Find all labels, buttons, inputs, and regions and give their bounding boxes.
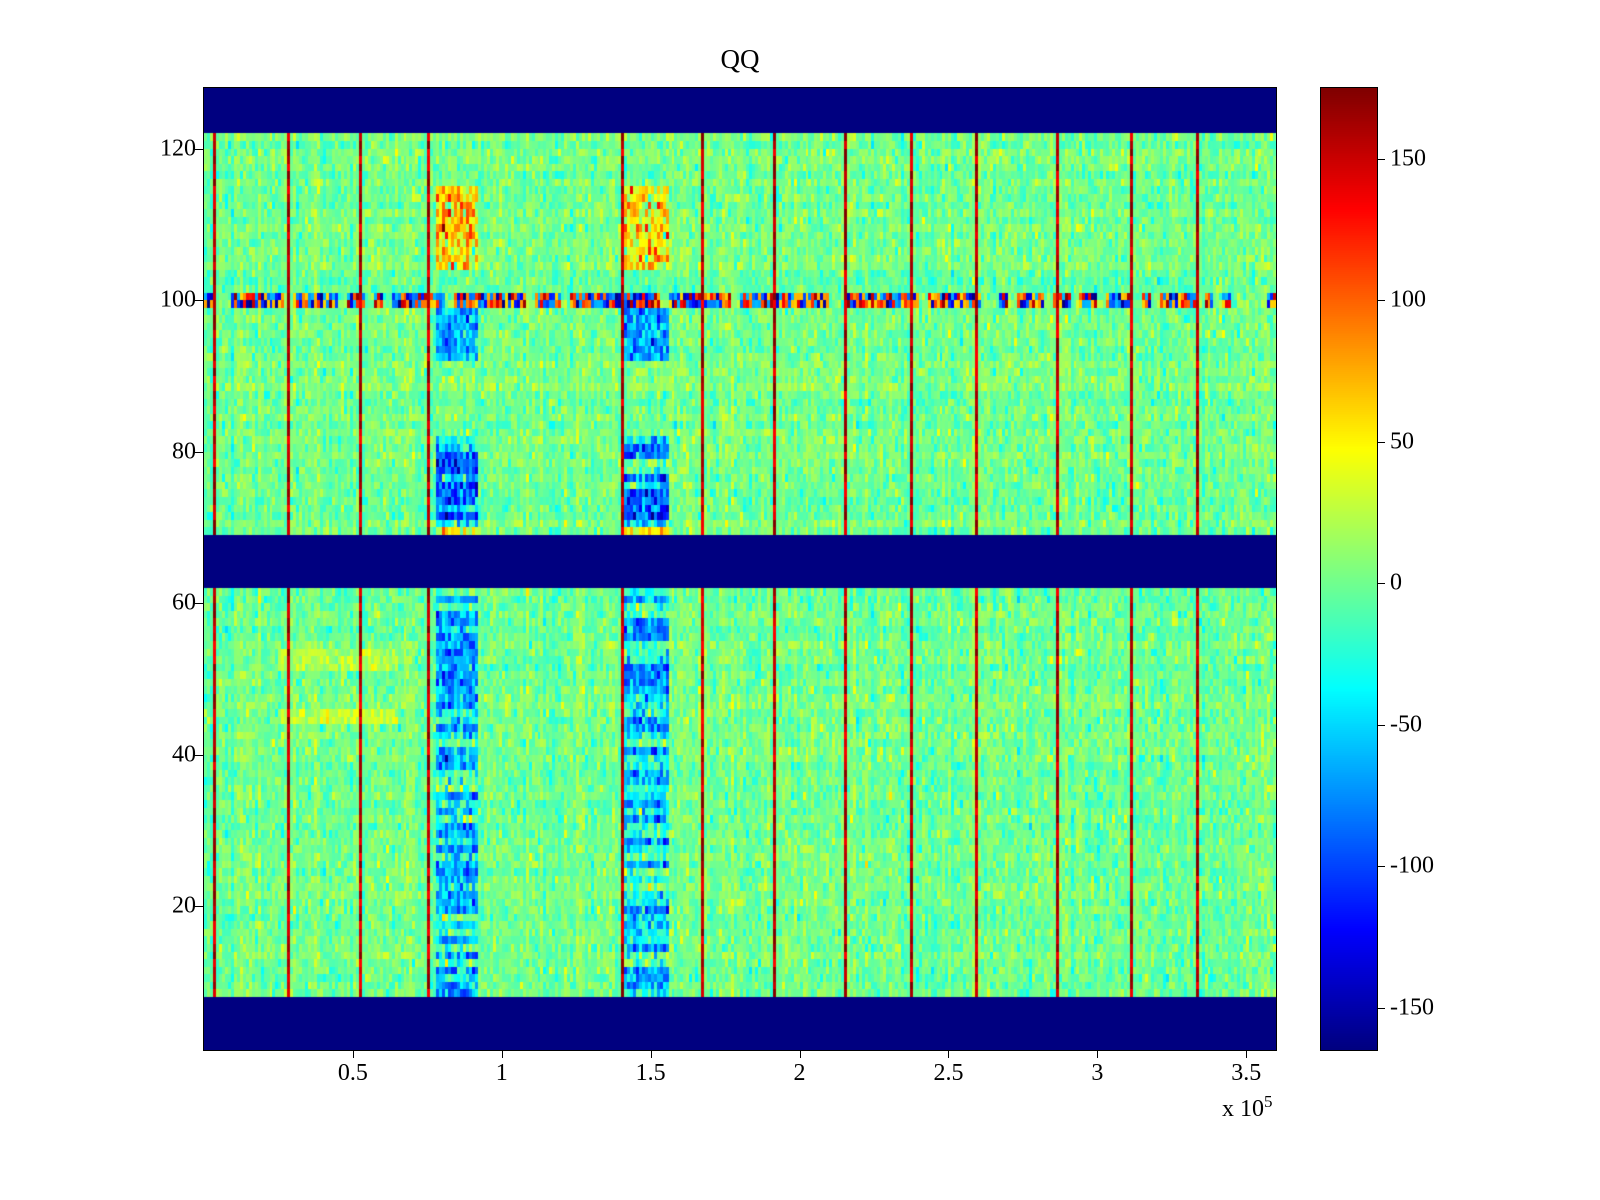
y-tick-label: 40 xyxy=(172,741,196,768)
colorbar xyxy=(1320,87,1378,1051)
x-tick-mark xyxy=(799,1050,801,1058)
x-tick-label: 1 xyxy=(495,1060,508,1086)
x-tick-mark xyxy=(1097,1050,1099,1058)
x-tick-mark xyxy=(1246,1050,1248,1058)
colorbar-tick-mark xyxy=(1378,583,1385,585)
y-tick-label: 60 xyxy=(172,589,196,616)
y-tick-mark xyxy=(195,300,203,302)
colorbar-tick-label: 0 xyxy=(1390,569,1402,596)
colorbar-tick-label: 100 xyxy=(1390,286,1426,313)
colorbar-tick-mark xyxy=(1378,1007,1385,1009)
x-tick-label: 0.5 xyxy=(337,1060,368,1086)
x-tick-mark xyxy=(501,1050,503,1058)
colorbar-gradient xyxy=(1321,88,1377,1050)
colorbar-tick-mark xyxy=(1378,866,1385,868)
heatmap-image xyxy=(204,88,1276,1050)
colorbar-tick-label: -50 xyxy=(1390,711,1422,738)
y-tick-label: 20 xyxy=(172,892,196,919)
y-tick-label: 100 xyxy=(160,286,196,313)
x-tick-mark xyxy=(948,1050,950,1058)
heatmap-plot-area xyxy=(203,87,1277,1051)
x-tick-label: 2.5 xyxy=(933,1060,964,1086)
y-tick-mark xyxy=(195,754,203,756)
y-tick-mark xyxy=(195,148,203,150)
y-tick-mark xyxy=(195,603,203,605)
x-axis-exponent-label: x 105 xyxy=(1222,1092,1273,1122)
x-tick-label: 3 xyxy=(1091,1060,1104,1086)
colorbar-tick-mark xyxy=(1378,158,1385,160)
y-tick-label: 120 xyxy=(160,135,196,162)
y-tick-label: 80 xyxy=(172,438,196,465)
colorbar-tick-label: 150 xyxy=(1390,145,1426,172)
colorbar-tick-mark xyxy=(1378,441,1385,443)
x-tick-label: 3.5 xyxy=(1231,1060,1262,1086)
colorbar-tick-label: -100 xyxy=(1390,852,1434,879)
x-tick-mark xyxy=(352,1050,354,1058)
colorbar-tick-mark xyxy=(1378,300,1385,302)
chart-title: QQ xyxy=(720,44,760,74)
x-tick-label: 1.5 xyxy=(635,1060,666,1086)
colorbar-tick-mark xyxy=(1378,724,1385,726)
x-tick-label: 2 xyxy=(793,1060,806,1086)
colorbar-tick-label: 50 xyxy=(1390,428,1414,455)
x-tick-mark xyxy=(650,1050,652,1058)
y-tick-mark xyxy=(195,451,203,453)
colorbar-tick-label: -150 xyxy=(1390,994,1434,1021)
y-tick-mark xyxy=(195,906,203,908)
